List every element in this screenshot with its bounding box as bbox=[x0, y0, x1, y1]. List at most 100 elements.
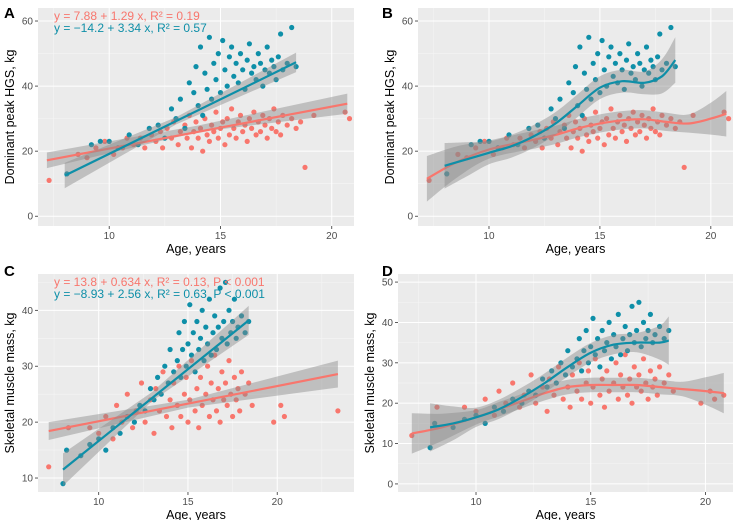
y-tick-label: 0 bbox=[387, 479, 393, 490]
male-point bbox=[500, 408, 507, 414]
male-equation: y = −8.93 + 2.56 x, R² = 0.63, P < 0.001 bbox=[54, 287, 265, 301]
male-point bbox=[624, 348, 631, 354]
male-point bbox=[608, 44, 614, 50]
y-tick-label: 20 bbox=[22, 147, 34, 158]
female-point bbox=[178, 413, 184, 420]
male-point bbox=[610, 73, 616, 79]
male-point bbox=[233, 335, 239, 341]
y-tick-label: 10 bbox=[382, 439, 394, 450]
female-point bbox=[138, 380, 145, 386]
male-point bbox=[212, 313, 218, 319]
male-equation: y = −14.2 + 3.34 x, R² = 0.57 bbox=[54, 21, 207, 35]
male-point bbox=[167, 346, 173, 353]
female-point bbox=[142, 419, 148, 425]
female-point bbox=[521, 145, 528, 151]
plot-area bbox=[46, 24, 353, 189]
male-point bbox=[195, 103, 201, 109]
male-point bbox=[155, 374, 161, 380]
female-point bbox=[237, 408, 243, 414]
female-point bbox=[586, 138, 592, 144]
female-point bbox=[264, 135, 270, 141]
male-point bbox=[606, 319, 612, 325]
male-point bbox=[643, 44, 650, 50]
male-point bbox=[182, 125, 188, 131]
female-point bbox=[211, 129, 217, 135]
female-point bbox=[185, 419, 191, 425]
female-point bbox=[224, 116, 230, 122]
female-point bbox=[124, 391, 130, 397]
male-point bbox=[604, 340, 610, 346]
male-point bbox=[581, 348, 587, 354]
male-point bbox=[209, 96, 215, 102]
male-point bbox=[491, 404, 497, 410]
x-tick-label: 10 bbox=[104, 231, 116, 242]
female-point bbox=[640, 356, 647, 362]
male-points bbox=[444, 24, 678, 177]
plot-background bbox=[38, 8, 354, 226]
female-point bbox=[151, 430, 157, 436]
male-point bbox=[535, 122, 541, 128]
male-point bbox=[262, 67, 268, 73]
female-point bbox=[610, 125, 616, 131]
male-confidence-band bbox=[430, 316, 669, 452]
female-point bbox=[103, 413, 109, 420]
female-point bbox=[192, 408, 198, 414]
female-point bbox=[176, 363, 182, 369]
x-tick-label: 15 bbox=[182, 497, 194, 508]
male-point bbox=[224, 341, 230, 347]
female-point bbox=[615, 396, 621, 402]
male-point bbox=[88, 142, 94, 148]
panel-letter: A bbox=[4, 5, 15, 22]
female-point bbox=[196, 425, 202, 431]
male-point bbox=[626, 41, 632, 47]
female-point bbox=[473, 145, 479, 151]
male-point bbox=[620, 336, 626, 342]
male-point bbox=[468, 142, 474, 148]
male-point bbox=[106, 138, 112, 144]
male-point bbox=[177, 96, 183, 102]
female-point bbox=[271, 419, 277, 425]
female-point bbox=[641, 122, 647, 128]
male-point bbox=[255, 51, 261, 57]
male-point bbox=[477, 138, 483, 144]
female-point bbox=[564, 135, 570, 141]
female-point bbox=[533, 400, 539, 406]
female-point bbox=[235, 386, 241, 392]
male-point bbox=[230, 318, 236, 325]
male-point bbox=[583, 327, 589, 334]
male-point bbox=[552, 116, 559, 122]
female-point bbox=[181, 391, 187, 397]
female-point bbox=[517, 404, 523, 410]
female-point bbox=[652, 129, 659, 135]
female-point bbox=[102, 138, 108, 144]
male-point bbox=[126, 132, 132, 138]
y-tick-label: 60 bbox=[402, 17, 414, 28]
female-point bbox=[275, 119, 281, 125]
male-point bbox=[629, 303, 635, 309]
male-point bbox=[482, 420, 488, 426]
male-point bbox=[174, 358, 180, 364]
female-point bbox=[278, 132, 284, 138]
female-point bbox=[87, 425, 93, 431]
female-point bbox=[510, 380, 516, 386]
panel-c: 10 15 20 10 20 30 40 Age, years Skeletal muscle … bbox=[3, 263, 354, 520]
male-point bbox=[586, 34, 592, 40]
male-point bbox=[646, 70, 652, 76]
male-point bbox=[584, 86, 590, 92]
female-point bbox=[278, 402, 284, 408]
male-fit-line bbox=[444, 59, 677, 167]
female-point bbox=[233, 397, 239, 403]
female-point bbox=[220, 119, 226, 125]
male-point bbox=[659, 67, 665, 73]
male-point bbox=[540, 376, 546, 382]
female-point bbox=[490, 151, 496, 157]
female-equation: y = 13.8 + 0.634 x, R² = 0.13, P < 0.001 bbox=[54, 275, 265, 289]
x-tick-label: 20 bbox=[326, 231, 338, 242]
female-point bbox=[551, 392, 557, 398]
male-point bbox=[208, 352, 214, 358]
male-point bbox=[231, 73, 237, 79]
female-point bbox=[643, 380, 649, 386]
male-point bbox=[526, 125, 532, 131]
panel-b: 10 15 20 0 20 40 60 Age, years Dominant peak HGS… bbox=[382, 5, 733, 256]
male-point bbox=[235, 80, 241, 86]
